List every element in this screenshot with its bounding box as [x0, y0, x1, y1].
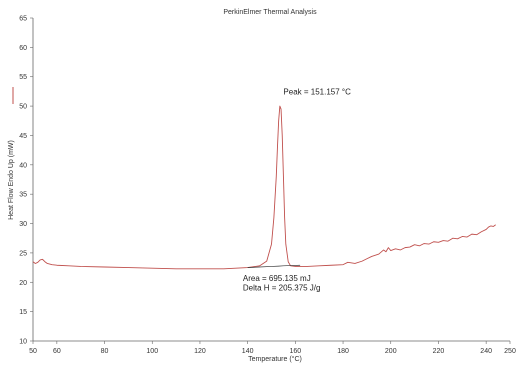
- y-tick-label: 15: [19, 309, 27, 316]
- x-tick-label: 180: [337, 348, 349, 355]
- y-axis-label: Heat Flow Endo Up (mW): [8, 140, 15, 220]
- y-axis-ticks: 10 15 20 25 30 35 40 45 50 55 60 65: [19, 16, 33, 346]
- y-tick-label: 30: [19, 221, 27, 228]
- y-tick-label: 40: [19, 162, 27, 169]
- annotation-label: Delta H = 205.375 J/g: [243, 283, 321, 292]
- chart-title: PerkinElmer Thermal Analysis: [223, 9, 317, 16]
- heat-flow-curve: [32, 105, 496, 270]
- y-tick-label: 25: [19, 250, 27, 257]
- y-tick-label: 45: [19, 133, 27, 140]
- peak-baseline: [247, 264, 301, 268]
- x-axis-label: Temperature (°C): [248, 355, 302, 363]
- x-tick-label: 250: [504, 348, 516, 355]
- x-tick-label: 200: [385, 348, 397, 355]
- series-layer: [32, 105, 496, 270]
- x-axis-ticks: 50 60 80 100 120 140 160 180 200 220 240 250: [29, 341, 516, 355]
- y-tick-label: 55: [19, 74, 27, 81]
- annotation-label: Peak = 151.157 °C: [283, 87, 351, 96]
- x-tick-label: 140: [242, 348, 254, 355]
- x-tick-label: 160: [290, 348, 302, 355]
- x-tick-label: 240: [480, 348, 492, 355]
- x-tick-label: 80: [101, 348, 109, 355]
- y-tick-label: 10: [19, 339, 27, 346]
- annotation-layer: Peak = 151.157 °C Area = 695.135 mJDelta …: [243, 87, 351, 292]
- x-tick-label: 50: [29, 348, 37, 355]
- x-tick-label: 60: [53, 348, 61, 355]
- plot-frame: [32, 18, 510, 342]
- x-tick-label: 120: [194, 348, 206, 355]
- y-tick-label: 60: [19, 45, 27, 52]
- y-tick-label: 50: [19, 104, 27, 111]
- x-tick-label: 220: [433, 348, 445, 355]
- x-tick-label: 100: [146, 348, 158, 355]
- annotation-label: Area = 695.135 mJ: [243, 274, 311, 283]
- y-tick-label: 65: [19, 16, 27, 23]
- y-tick-label: 20: [19, 280, 27, 287]
- y-tick-label: 35: [19, 192, 27, 199]
